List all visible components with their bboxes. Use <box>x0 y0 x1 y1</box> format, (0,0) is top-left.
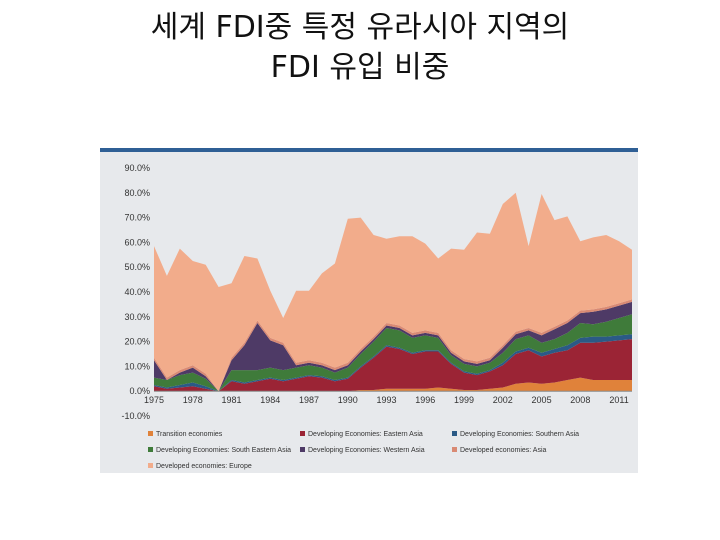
stacked-area-chart: 90.0% 80.0% 70.0% 60.0% 50.0% 40.0% 30.0% 20.0%… <box>121 163 632 470</box>
y-tick-label: 60.0% <box>124 237 150 247</box>
x-tick-label: 1993 <box>377 395 397 405</box>
y-tick-label: 10.0% <box>124 361 150 371</box>
x-tick-label: 1981 <box>221 395 241 405</box>
legend-swatch <box>148 463 153 468</box>
x-tick-label: 1990 <box>338 395 358 405</box>
legend-swatch <box>300 431 305 436</box>
y-tick-label: 20.0% <box>124 337 150 347</box>
legend-label: Developing Economies: Southern Asia <box>460 431 579 438</box>
legend-label: Transition economies <box>156 431 223 438</box>
x-tick-label: 1975 <box>144 395 164 405</box>
legend-swatch <box>452 431 457 436</box>
legend-label: Developed economies: Europe <box>156 463 252 470</box>
legend-swatch <box>148 431 153 436</box>
area-series-transition-economies <box>154 377 632 392</box>
y-tick-label: 30.0% <box>124 312 150 322</box>
x-tick-label: 1987 <box>299 395 319 405</box>
area-series-developed-economies-europe <box>154 192 632 392</box>
legend-label: Developing Economies: Eastern Asia <box>308 431 423 438</box>
area-series-developing-economies-south-eastern-asia <box>154 314 632 392</box>
x-tick-label: 2002 <box>493 395 513 405</box>
legend-swatch <box>148 447 153 452</box>
legend-label: Developed economies: Asia <box>460 447 546 454</box>
y-tick-label: 90.0% <box>124 163 150 173</box>
x-tick-label: 1996 <box>415 395 435 405</box>
y-tick-label: 70.0% <box>124 213 150 223</box>
slide-title-line-1: 세계 FDI중 특정 유라시아 지역의 <box>150 10 570 45</box>
x-tick-label: 2005 <box>532 395 552 405</box>
legend-label: Developing Economies: South Eastern Asia <box>156 447 291 454</box>
slide-title: 세계 FDI중 특정 유라시아 지역의 FDI 유입 비중 <box>0 8 720 88</box>
x-tick-label: 1999 <box>454 395 474 405</box>
x-tick-label: 2011 <box>609 395 628 405</box>
x-tick-label: 1978 <box>183 395 203 405</box>
area-series-developing-economies-western-asia <box>154 301 632 392</box>
chart-header-bar <box>100 148 638 152</box>
y-tick-label: 40.0% <box>124 287 150 297</box>
area-series-developing-economies-eastern-asia <box>154 339 632 392</box>
slide-title-line-2: FDI 유입 비중 <box>270 50 450 85</box>
legend-swatch <box>300 447 305 452</box>
y-tick-label: 0.0% <box>129 386 150 396</box>
legend-swatch <box>452 447 457 452</box>
legend-label: Developing Economies: Western Asia <box>308 447 425 454</box>
x-tick-label: 1984 <box>260 395 280 405</box>
x-tick-label: 2008 <box>570 395 590 405</box>
y-tick-label: 50.0% <box>124 262 150 272</box>
chart-figure: 90.0% 80.0% 70.0% 60.0% 50.0% 40.0% 30.0% 20.0%… <box>100 148 638 473</box>
y-tick-label: 80.0% <box>124 188 150 198</box>
y-tick-label: -10.0% <box>121 411 150 421</box>
area-series-developing-economies-southern-asia <box>154 334 632 392</box>
